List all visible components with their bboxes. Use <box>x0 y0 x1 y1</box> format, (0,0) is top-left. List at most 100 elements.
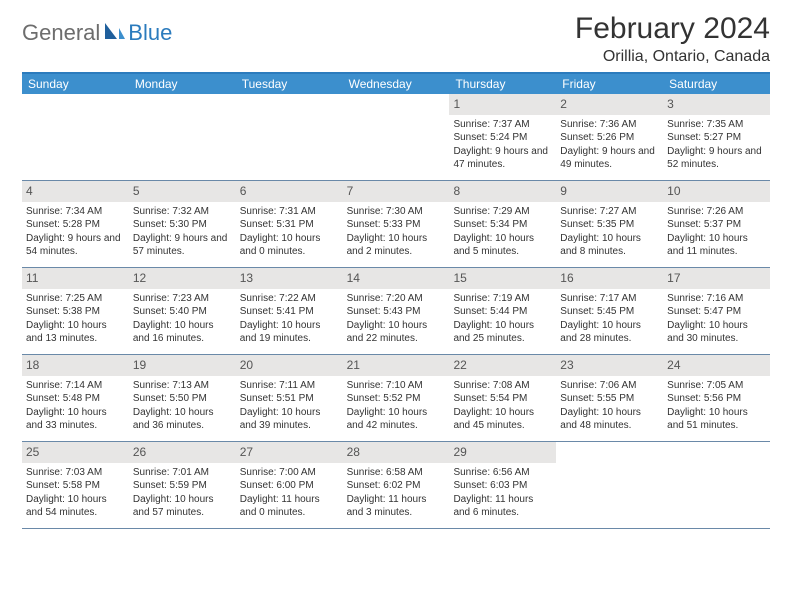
day-cell: 23Sunrise: 7:06 AMSunset: 5:55 PMDayligh… <box>556 355 663 441</box>
weeks-container: 1Sunrise: 7:37 AMSunset: 5:24 PMDaylight… <box>22 94 770 529</box>
daylight-text: Daylight: 9 hours and 47 minutes. <box>453 145 552 172</box>
day-of-week-header: Sunday <box>22 74 129 94</box>
day-number: 22 <box>453 358 466 372</box>
sunrise-text: Sunrise: 7:10 AM <box>347 379 446 393</box>
sunrise-text: Sunrise: 7:06 AM <box>560 379 659 393</box>
day-number-bar: 6 <box>236 181 343 202</box>
day-cell: 24Sunrise: 7:05 AMSunset: 5:56 PMDayligh… <box>663 355 770 441</box>
sunset-text: Sunset: 5:40 PM <box>133 305 232 319</box>
sunset-text: Sunset: 5:52 PM <box>347 392 446 406</box>
sunset-text: Sunset: 5:30 PM <box>133 218 232 232</box>
day-number-bar: 16 <box>556 268 663 289</box>
daylight-text: Daylight: 10 hours and 39 minutes. <box>240 406 339 433</box>
sunset-text: Sunset: 5:45 PM <box>560 305 659 319</box>
daylight-text: Daylight: 9 hours and 52 minutes. <box>667 145 766 172</box>
daylight-text: Daylight: 10 hours and 22 minutes. <box>347 319 446 346</box>
day-of-week-header: Thursday <box>449 74 556 94</box>
day-cell: 20Sunrise: 7:11 AMSunset: 5:51 PMDayligh… <box>236 355 343 441</box>
day-number-bar: 22 <box>449 355 556 376</box>
sunrise-text: Sunrise: 7:16 AM <box>667 292 766 306</box>
week-row: 1Sunrise: 7:37 AMSunset: 5:24 PMDaylight… <box>22 94 770 181</box>
sunset-text: Sunset: 5:34 PM <box>453 218 552 232</box>
day-number: 2 <box>560 97 567 111</box>
sunrise-text: Sunrise: 7:13 AM <box>133 379 232 393</box>
sunrise-text: Sunrise: 7:26 AM <box>667 205 766 219</box>
day-number: 10 <box>667 184 680 198</box>
day-cell: 5Sunrise: 7:32 AMSunset: 5:30 PMDaylight… <box>129 181 236 267</box>
day-of-week-header: Saturday <box>663 74 770 94</box>
day-cell: 13Sunrise: 7:22 AMSunset: 5:41 PMDayligh… <box>236 268 343 354</box>
days-of-week-row: SundayMondayTuesdayWednesdayThursdayFrid… <box>22 74 770 94</box>
sunset-text: Sunset: 5:33 PM <box>347 218 446 232</box>
day-number: 27 <box>240 445 253 459</box>
day-number: 20 <box>240 358 253 372</box>
day-cell: 18Sunrise: 7:14 AMSunset: 5:48 PMDayligh… <box>22 355 129 441</box>
day-number-bar: 9 <box>556 181 663 202</box>
sunrise-text: Sunrise: 6:58 AM <box>347 466 446 480</box>
day-cell <box>22 94 129 180</box>
day-number-bar: 23 <box>556 355 663 376</box>
day-number: 19 <box>133 358 146 372</box>
sunrise-text: Sunrise: 7:22 AM <box>240 292 339 306</box>
sunrise-text: Sunrise: 7:03 AM <box>26 466 125 480</box>
sunrise-text: Sunrise: 7:25 AM <box>26 292 125 306</box>
sunset-text: Sunset: 5:48 PM <box>26 392 125 406</box>
daylight-text: Daylight: 10 hours and 8 minutes. <box>560 232 659 259</box>
daylight-text: Daylight: 10 hours and 30 minutes. <box>667 319 766 346</box>
day-cell: 26Sunrise: 7:01 AMSunset: 5:59 PMDayligh… <box>129 442 236 528</box>
calendar: SundayMondayTuesdayWednesdayThursdayFrid… <box>22 72 770 529</box>
sunrise-text: Sunrise: 7:23 AM <box>133 292 232 306</box>
daylight-text: Daylight: 10 hours and 42 minutes. <box>347 406 446 433</box>
sunset-text: Sunset: 5:41 PM <box>240 305 339 319</box>
day-number: 15 <box>453 271 466 285</box>
sunset-text: Sunset: 5:37 PM <box>667 218 766 232</box>
sunrise-text: Sunrise: 7:14 AM <box>26 379 125 393</box>
daylight-text: Daylight: 9 hours and 54 minutes. <box>26 232 125 259</box>
day-number-bar: 25 <box>22 442 129 463</box>
day-number-bar: 18 <box>22 355 129 376</box>
sunset-text: Sunset: 5:50 PM <box>133 392 232 406</box>
sunrise-text: Sunrise: 6:56 AM <box>453 466 552 480</box>
day-number: 26 <box>133 445 146 459</box>
sail-icon <box>103 21 125 46</box>
day-cell: 15Sunrise: 7:19 AMSunset: 5:44 PMDayligh… <box>449 268 556 354</box>
day-number-bar: 26 <box>129 442 236 463</box>
day-number: 3 <box>667 97 674 111</box>
location: Orillia, Ontario, Canada <box>575 48 770 66</box>
sunrise-text: Sunrise: 7:27 AM <box>560 205 659 219</box>
sunset-text: Sunset: 5:47 PM <box>667 305 766 319</box>
day-cell <box>663 442 770 528</box>
day-cell <box>343 94 450 180</box>
day-number-bar: 15 <box>449 268 556 289</box>
sunrise-text: Sunrise: 7:19 AM <box>453 292 552 306</box>
day-of-week-header: Monday <box>129 74 236 94</box>
daylight-text: Daylight: 10 hours and 28 minutes. <box>560 319 659 346</box>
day-of-week-header: Friday <box>556 74 663 94</box>
sunset-text: Sunset: 5:44 PM <box>453 305 552 319</box>
day-number: 18 <box>26 358 39 372</box>
day-cell: 28Sunrise: 6:58 AMSunset: 6:02 PMDayligh… <box>343 442 450 528</box>
day-number-bar: 20 <box>236 355 343 376</box>
daylight-text: Daylight: 10 hours and 2 minutes. <box>347 232 446 259</box>
day-cell: 25Sunrise: 7:03 AMSunset: 5:58 PMDayligh… <box>22 442 129 528</box>
day-number-bar: 1 <box>449 94 556 115</box>
daylight-text: Daylight: 10 hours and 57 minutes. <box>133 493 232 520</box>
daylight-text: Daylight: 11 hours and 3 minutes. <box>347 493 446 520</box>
daylight-text: Daylight: 10 hours and 36 minutes. <box>133 406 232 433</box>
day-cell: 4Sunrise: 7:34 AMSunset: 5:28 PMDaylight… <box>22 181 129 267</box>
day-number-bar: 28 <box>343 442 450 463</box>
sunrise-text: Sunrise: 7:37 AM <box>453 118 552 132</box>
day-cell: 9Sunrise: 7:27 AMSunset: 5:35 PMDaylight… <box>556 181 663 267</box>
daylight-text: Daylight: 10 hours and 11 minutes. <box>667 232 766 259</box>
daylight-text: Daylight: 9 hours and 49 minutes. <box>560 145 659 172</box>
week-row: 25Sunrise: 7:03 AMSunset: 5:58 PMDayligh… <box>22 442 770 529</box>
sunrise-text: Sunrise: 7:05 AM <box>667 379 766 393</box>
sunset-text: Sunset: 6:03 PM <box>453 479 552 493</box>
day-cell <box>556 442 663 528</box>
day-cell: 14Sunrise: 7:20 AMSunset: 5:43 PMDayligh… <box>343 268 450 354</box>
header: General Blue February 2024 Orillia, Onta… <box>22 12 770 66</box>
daylight-text: Daylight: 11 hours and 0 minutes. <box>240 493 339 520</box>
day-cell: 1Sunrise: 7:37 AMSunset: 5:24 PMDaylight… <box>449 94 556 180</box>
sunrise-text: Sunrise: 7:34 AM <box>26 205 125 219</box>
daylight-text: Daylight: 10 hours and 16 minutes. <box>133 319 232 346</box>
